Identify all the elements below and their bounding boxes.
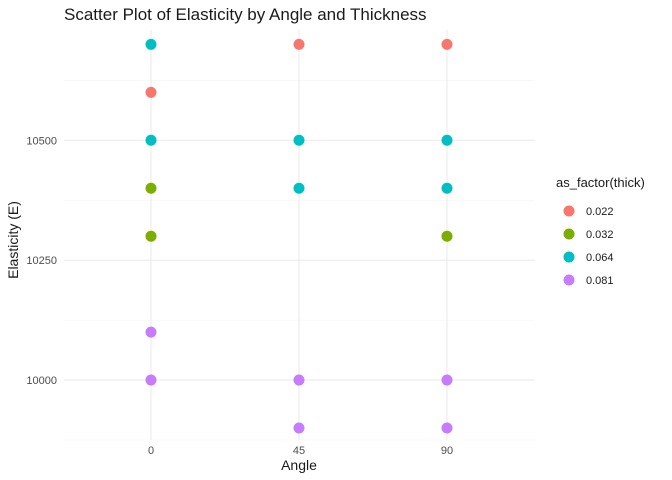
data-point: [145, 86, 157, 98]
data-point: [145, 182, 157, 194]
legend-key: [563, 251, 575, 263]
legend-label: 0.064: [586, 252, 614, 264]
chart-title: Scatter Plot of Elasticity by Angle and …: [64, 5, 427, 24]
legend-label: 0.032: [586, 229, 614, 241]
data-point: [293, 134, 305, 146]
y-tick-labels: 10000 10250 10500: [26, 135, 57, 387]
data-point: [441, 230, 453, 242]
y-tick-label: 10000: [26, 375, 57, 387]
data-point: [441, 182, 453, 194]
legend-label: 0.081: [586, 275, 614, 287]
y-axis-title: Elasticity (E): [5, 201, 21, 279]
x-tick-label: 90: [441, 445, 453, 457]
data-point: [293, 38, 305, 50]
data-point: [145, 326, 157, 338]
data-point: [145, 38, 157, 50]
data-point: [293, 182, 305, 194]
data-point: [441, 134, 453, 146]
legend-key: [563, 274, 575, 286]
y-tick-label: 10250: [26, 255, 57, 267]
legend-title: as_factor(thick): [556, 175, 645, 190]
data-point: [293, 422, 305, 434]
data-point: [441, 38, 453, 50]
x-axis-title: Angle: [281, 457, 317, 473]
data-point: [145, 230, 157, 242]
data-point: [145, 374, 157, 386]
legend: as_factor(thick) 0.022 0.032 0.064 0.081: [556, 175, 645, 287]
data-point: [293, 374, 305, 386]
x-tick-label: 0: [148, 445, 154, 457]
x-tick-labels: 0 45 90: [148, 445, 453, 457]
legend-key: [563, 228, 575, 240]
plot-points: [145, 38, 453, 434]
data-point: [145, 134, 157, 146]
y-tick-label: 10500: [26, 135, 57, 147]
data-point: [441, 422, 453, 434]
data-point: [441, 374, 453, 386]
legend-label: 0.022: [586, 206, 614, 218]
x-tick-label: 45: [293, 445, 305, 457]
legend-key: [563, 205, 575, 217]
